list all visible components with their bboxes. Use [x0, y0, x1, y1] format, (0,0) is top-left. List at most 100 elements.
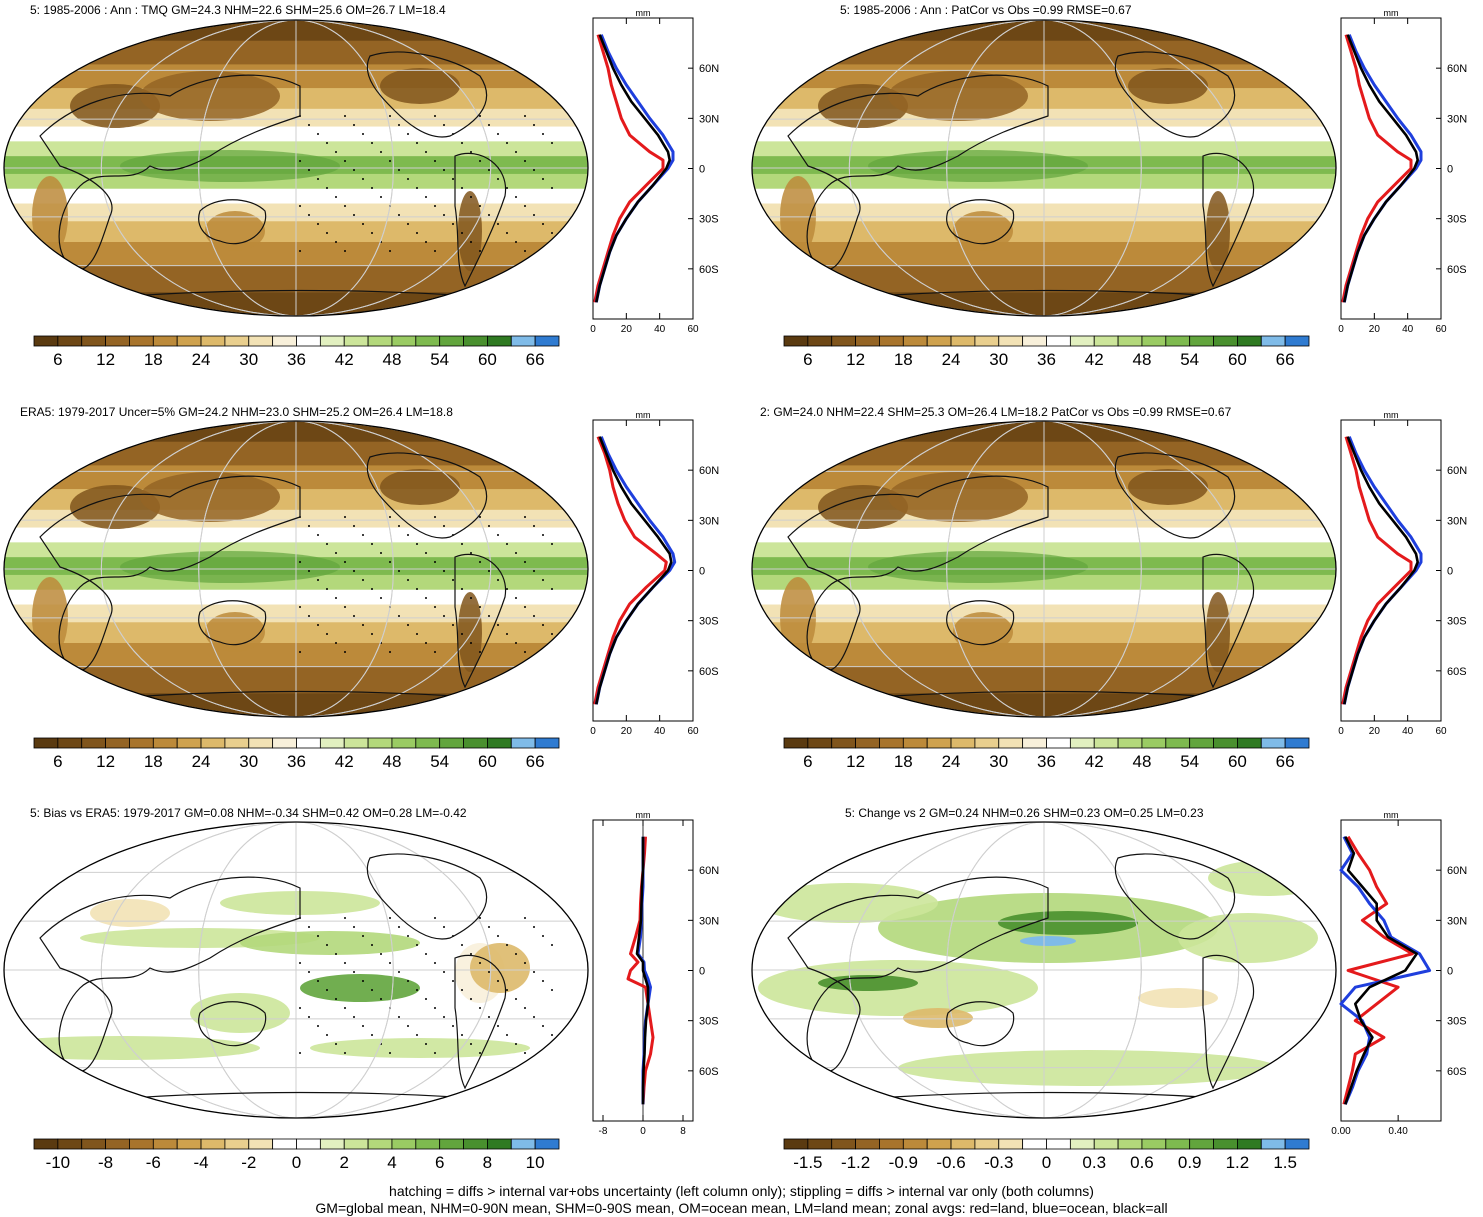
- colorbar-swatch: [439, 335, 464, 347]
- zonal-series-land: [1342, 835, 1414, 1105]
- stipple-dot: [425, 151, 427, 153]
- stipple-dot: [308, 926, 310, 928]
- stipple-dot: [443, 214, 445, 216]
- stipple-dot: [461, 633, 463, 635]
- stipple-dot: [389, 561, 391, 563]
- stipple-dot: [407, 980, 409, 982]
- colorbar-swatch: [950, 737, 976, 749]
- stipple-dot: [479, 606, 481, 608]
- dry-region: [818, 485, 908, 529]
- colorbar-label: 66: [1276, 752, 1295, 771]
- colorbar-swatch: [129, 737, 154, 749]
- coastline: [946, 600, 1015, 646]
- colorbar-label: 24: [192, 350, 211, 369]
- colorbar-label: 60: [1228, 350, 1247, 369]
- stipple-dot: [524, 561, 526, 563]
- stipple-dot: [416, 543, 418, 545]
- stipple-dot: [353, 214, 355, 216]
- stipple-dot: [371, 633, 373, 635]
- stipple-dot: [407, 534, 409, 536]
- zonal-lat-label: 60N: [1447, 465, 1467, 477]
- stipple-dot: [389, 651, 391, 653]
- stipple-dot: [470, 998, 472, 1000]
- colorbar-label: 0.9: [1178, 1153, 1202, 1172]
- stipple-dot: [524, 1052, 526, 1054]
- stipple-dot: [299, 1007, 301, 1009]
- coastline: [198, 600, 267, 646]
- colorbar-swatch: [57, 737, 83, 749]
- stipple-dot: [389, 115, 391, 117]
- map-band: [752, 188, 1336, 205]
- colorbar-swatch: [1189, 335, 1214, 347]
- colorbar-swatch: [998, 737, 1024, 749]
- colorbar-swatch: [391, 1138, 417, 1150]
- stipple-dot: [416, 232, 418, 234]
- colorbar-label: -2: [241, 1153, 256, 1172]
- stipple-dot: [344, 516, 346, 518]
- colorbar-label: -0.6: [936, 1153, 965, 1172]
- colorbar-label: 54: [430, 752, 449, 771]
- change-region: [903, 1008, 973, 1028]
- stipple-dot: [488, 1016, 490, 1018]
- zonal-xtick-label: 60: [687, 726, 699, 737]
- stipple-dot: [398, 1016, 400, 1018]
- colorbar-swatch: [855, 737, 880, 749]
- graticule-lon: [198, 822, 394, 1118]
- colorbar-swatch: [272, 1138, 297, 1150]
- colorbar-label: 54: [1180, 350, 1199, 369]
- colorbar-label: 48: [1132, 752, 1151, 771]
- stipple-dot: [380, 552, 382, 554]
- stipple-dot: [479, 561, 481, 563]
- stipple-dot: [344, 1007, 346, 1009]
- map-band: [752, 666, 1336, 695]
- colorbar-swatch: [81, 737, 106, 749]
- zonal-lat-label: 30S: [699, 616, 719, 628]
- zonal-unit-label: mm: [636, 410, 651, 420]
- stipple-dot: [353, 169, 355, 171]
- colorbar-label: 36: [287, 752, 306, 771]
- colorbar-swatch: [1117, 737, 1143, 749]
- colorbar-swatch: [855, 335, 880, 347]
- stipple-dot: [344, 205, 346, 207]
- moist-region: [868, 150, 1088, 182]
- stipple-dot: [551, 187, 553, 189]
- stipple-dot: [308, 570, 310, 572]
- colorbar-swatch: [1069, 1138, 1095, 1150]
- stipple-dot: [524, 516, 526, 518]
- colorbar-label: 12: [96, 350, 115, 369]
- zonal-xtick-label: 0: [590, 726, 596, 737]
- stipple-dot: [488, 525, 490, 527]
- stipple-dot: [497, 579, 499, 581]
- colorbar-label: 0.6: [1130, 1153, 1154, 1172]
- panel-title-5: 5: Bias vs ERA5: 1979-2017 GM=0.08 NHM=-…: [30, 806, 467, 820]
- change-region: [1208, 860, 1328, 896]
- zonal-lat-label: 30N: [1447, 113, 1467, 125]
- colorbar-label: 12: [846, 350, 865, 369]
- stipple-dot: [452, 624, 454, 626]
- colorbar-label: 42: [335, 752, 354, 771]
- colorbar-swatch: [1046, 1138, 1071, 1150]
- zonal-xtick-label: 60: [1435, 726, 1447, 737]
- colorbar-swatch: [1189, 737, 1214, 749]
- stipple-dot: [479, 205, 481, 207]
- stipple-dot: [362, 624, 364, 626]
- stipple-dot: [434, 651, 436, 653]
- zonal-series-all: [1343, 436, 1419, 705]
- colorbar-swatch: [319, 737, 345, 749]
- dry-region: [1206, 592, 1230, 672]
- stipple-dot: [389, 250, 391, 252]
- zonal-mean-plot-4: mm 0 20 40 60 60N 30N 0 30S 60S: [1338, 410, 1467, 737]
- colorbar-swatch: [57, 335, 83, 347]
- stipple-dot: [380, 597, 382, 599]
- stipple-dot: [425, 998, 427, 1000]
- stipple-dot: [308, 615, 310, 617]
- stipple-dot: [443, 971, 445, 973]
- colorbar-swatch: [176, 737, 202, 749]
- stipple-dot: [317, 980, 319, 982]
- stipple-dot: [299, 1052, 301, 1054]
- stipple-dot: [488, 570, 490, 572]
- stipple-dot: [488, 926, 490, 928]
- stipple-dot: [326, 989, 328, 991]
- stipple-dot: [542, 178, 544, 180]
- stipple-dot: [344, 606, 346, 608]
